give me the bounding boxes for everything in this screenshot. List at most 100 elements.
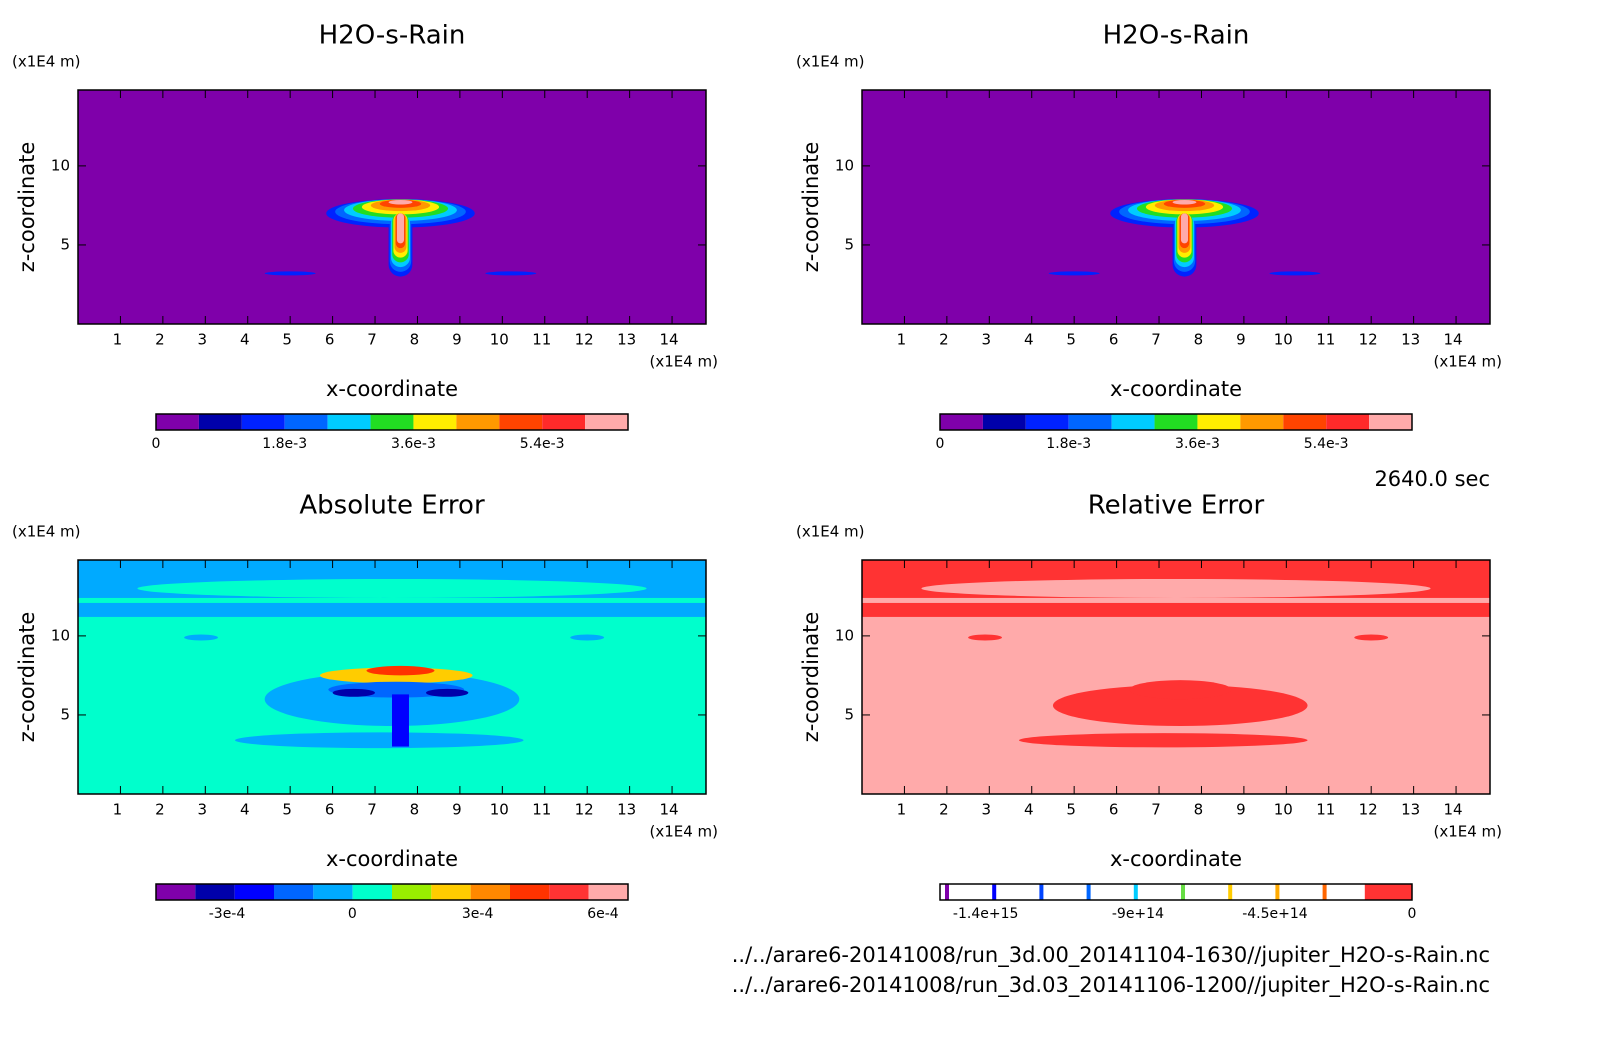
file-path: ../../arare6-20141008/run_3d.03_20141106… (732, 973, 1490, 998)
plot-frame (861, 89, 1491, 325)
colorbar-segment (542, 414, 586, 430)
colorbar-segment (1176, 884, 1224, 900)
x-tick-label: 10 (1274, 331, 1293, 349)
x-tick-label: 12 (575, 331, 594, 349)
colorbar-frame (939, 883, 1413, 901)
colorbar-tick-label: 1.8e-3 (1046, 436, 1091, 452)
field (235, 732, 524, 749)
colorbar-segment (456, 414, 500, 430)
colorbar-segment (1154, 414, 1198, 430)
colorbar-segment (1068, 414, 1112, 430)
colorbar-segment (198, 414, 242, 430)
field (1354, 634, 1389, 641)
colorbar-segment (1240, 414, 1284, 430)
x-tick-label: 11 (532, 801, 551, 819)
field (1129, 680, 1232, 700)
x-tick-label: 12 (575, 801, 594, 819)
colorbar-segment (549, 884, 589, 900)
field (1269, 271, 1321, 276)
x-tick-label: 3 (198, 331, 208, 349)
y-unit: (x1E4 m) (796, 523, 865, 541)
x-tick-label: 7 (367, 801, 377, 819)
field (921, 578, 1431, 598)
colorbar-tick-label: -9e+14 (1112, 906, 1164, 922)
colorbar-frame (155, 413, 629, 431)
colorbar-segment (413, 414, 457, 430)
x-tick-label: 11 (1316, 331, 1335, 349)
x-tick-label: 5 (282, 331, 292, 349)
field (862, 597, 1490, 603)
file-path: ../../arare6-20141008/run_3d.00_20141104… (732, 943, 1490, 968)
x-tick-label: 14 (660, 331, 679, 349)
x-tick-label: 6 (325, 801, 335, 819)
colorbar-segment (431, 884, 471, 900)
x-axis-label: x-coordinate (1110, 847, 1242, 871)
x-tick-label: 5 (1066, 331, 1076, 349)
field (319, 667, 473, 684)
field (78, 597, 706, 603)
y-axis-label: z-coordinate (799, 142, 823, 273)
colorbar-segment (1317, 884, 1365, 900)
colorbar-line (1086, 884, 1091, 900)
x-tick-label: 14 (660, 801, 679, 819)
y-axis-label: z-coordinate (799, 612, 823, 743)
panel: H2O-s-Rain (x1E4 m) (x1E4 m) x-coordinate z-… (12, 21, 718, 453)
x-unit: (x1E4 m) (1433, 823, 1502, 841)
colorbar-segment (588, 884, 628, 900)
x-tick-label: 3 (982, 801, 992, 819)
plot-frame (861, 559, 1491, 795)
x-tick-label: 13 (617, 331, 636, 349)
colorbar-line (1133, 884, 1138, 900)
colorbar-line (1275, 884, 1280, 900)
panel-title: H2O-s-Rain (1103, 21, 1250, 51)
field (1052, 684, 1308, 727)
field (1172, 199, 1197, 205)
x-tick-label: 4 (240, 801, 250, 819)
colorbar-segment (284, 414, 328, 430)
colorbar-tick-label: 6e-4 (587, 906, 619, 922)
y-tick-label: 10 (835, 156, 854, 174)
y-tick-label: 5 (60, 235, 70, 253)
x-tick-label: 4 (1024, 331, 1034, 349)
colorbar-tick-label: 1.8e-3 (262, 436, 307, 452)
colorbar-segment (195, 884, 235, 900)
colorbar-segment (982, 414, 1026, 430)
colorbar-line (1181, 884, 1185, 900)
x-tick-label: 11 (1316, 801, 1335, 819)
x-tick-label: 9 (452, 801, 462, 819)
colorbar-segment (987, 884, 1035, 900)
colorbar-segment (1270, 884, 1318, 900)
x-tick-label: 8 (1194, 331, 1204, 349)
colorbar-segment (499, 414, 543, 430)
x-tick-label: 12 (1359, 331, 1378, 349)
field (570, 634, 605, 641)
colorbar-tick-label: -1.4e+15 (953, 906, 1018, 922)
colorbar-segment (241, 414, 285, 430)
x-tick-label: 2 (939, 801, 949, 819)
colorbar-segment (1081, 884, 1129, 900)
colorbar-frame (939, 413, 1413, 431)
panel: Absolute Error (x1E4 m) (x1E4 m) x-coordina… (12, 491, 718, 923)
x-tick-label: 2 (155, 801, 165, 819)
colorbar-segment (1369, 414, 1412, 430)
colorbar-tick-label: 0 (936, 436, 945, 452)
field-layer (78, 90, 706, 324)
x-axis-label: x-coordinate (326, 377, 458, 401)
colorbar-segment (234, 884, 274, 900)
x-unit: (x1E4 m) (649, 823, 718, 841)
x-tick-label: 13 (617, 801, 636, 819)
colorbar-segment (274, 884, 314, 900)
panel-title: Absolute Error (299, 491, 485, 521)
x-tick-label: 8 (410, 801, 420, 819)
y-unit: (x1E4 m) (12, 53, 81, 71)
field (366, 665, 435, 676)
colorbar-segment (1111, 414, 1155, 430)
colorbar-line (1322, 884, 1327, 900)
field (264, 271, 316, 276)
panel: H2O-s-Rain (x1E4 m) (x1E4 m) x-coordinate z-… (796, 21, 1502, 453)
colorbar-segment (1034, 884, 1082, 900)
y-tick-label: 10 (835, 626, 854, 644)
time-label: 2640.0 sec (1374, 467, 1490, 491)
colorbar-segment (940, 414, 983, 430)
colorbar-segment (156, 414, 199, 430)
